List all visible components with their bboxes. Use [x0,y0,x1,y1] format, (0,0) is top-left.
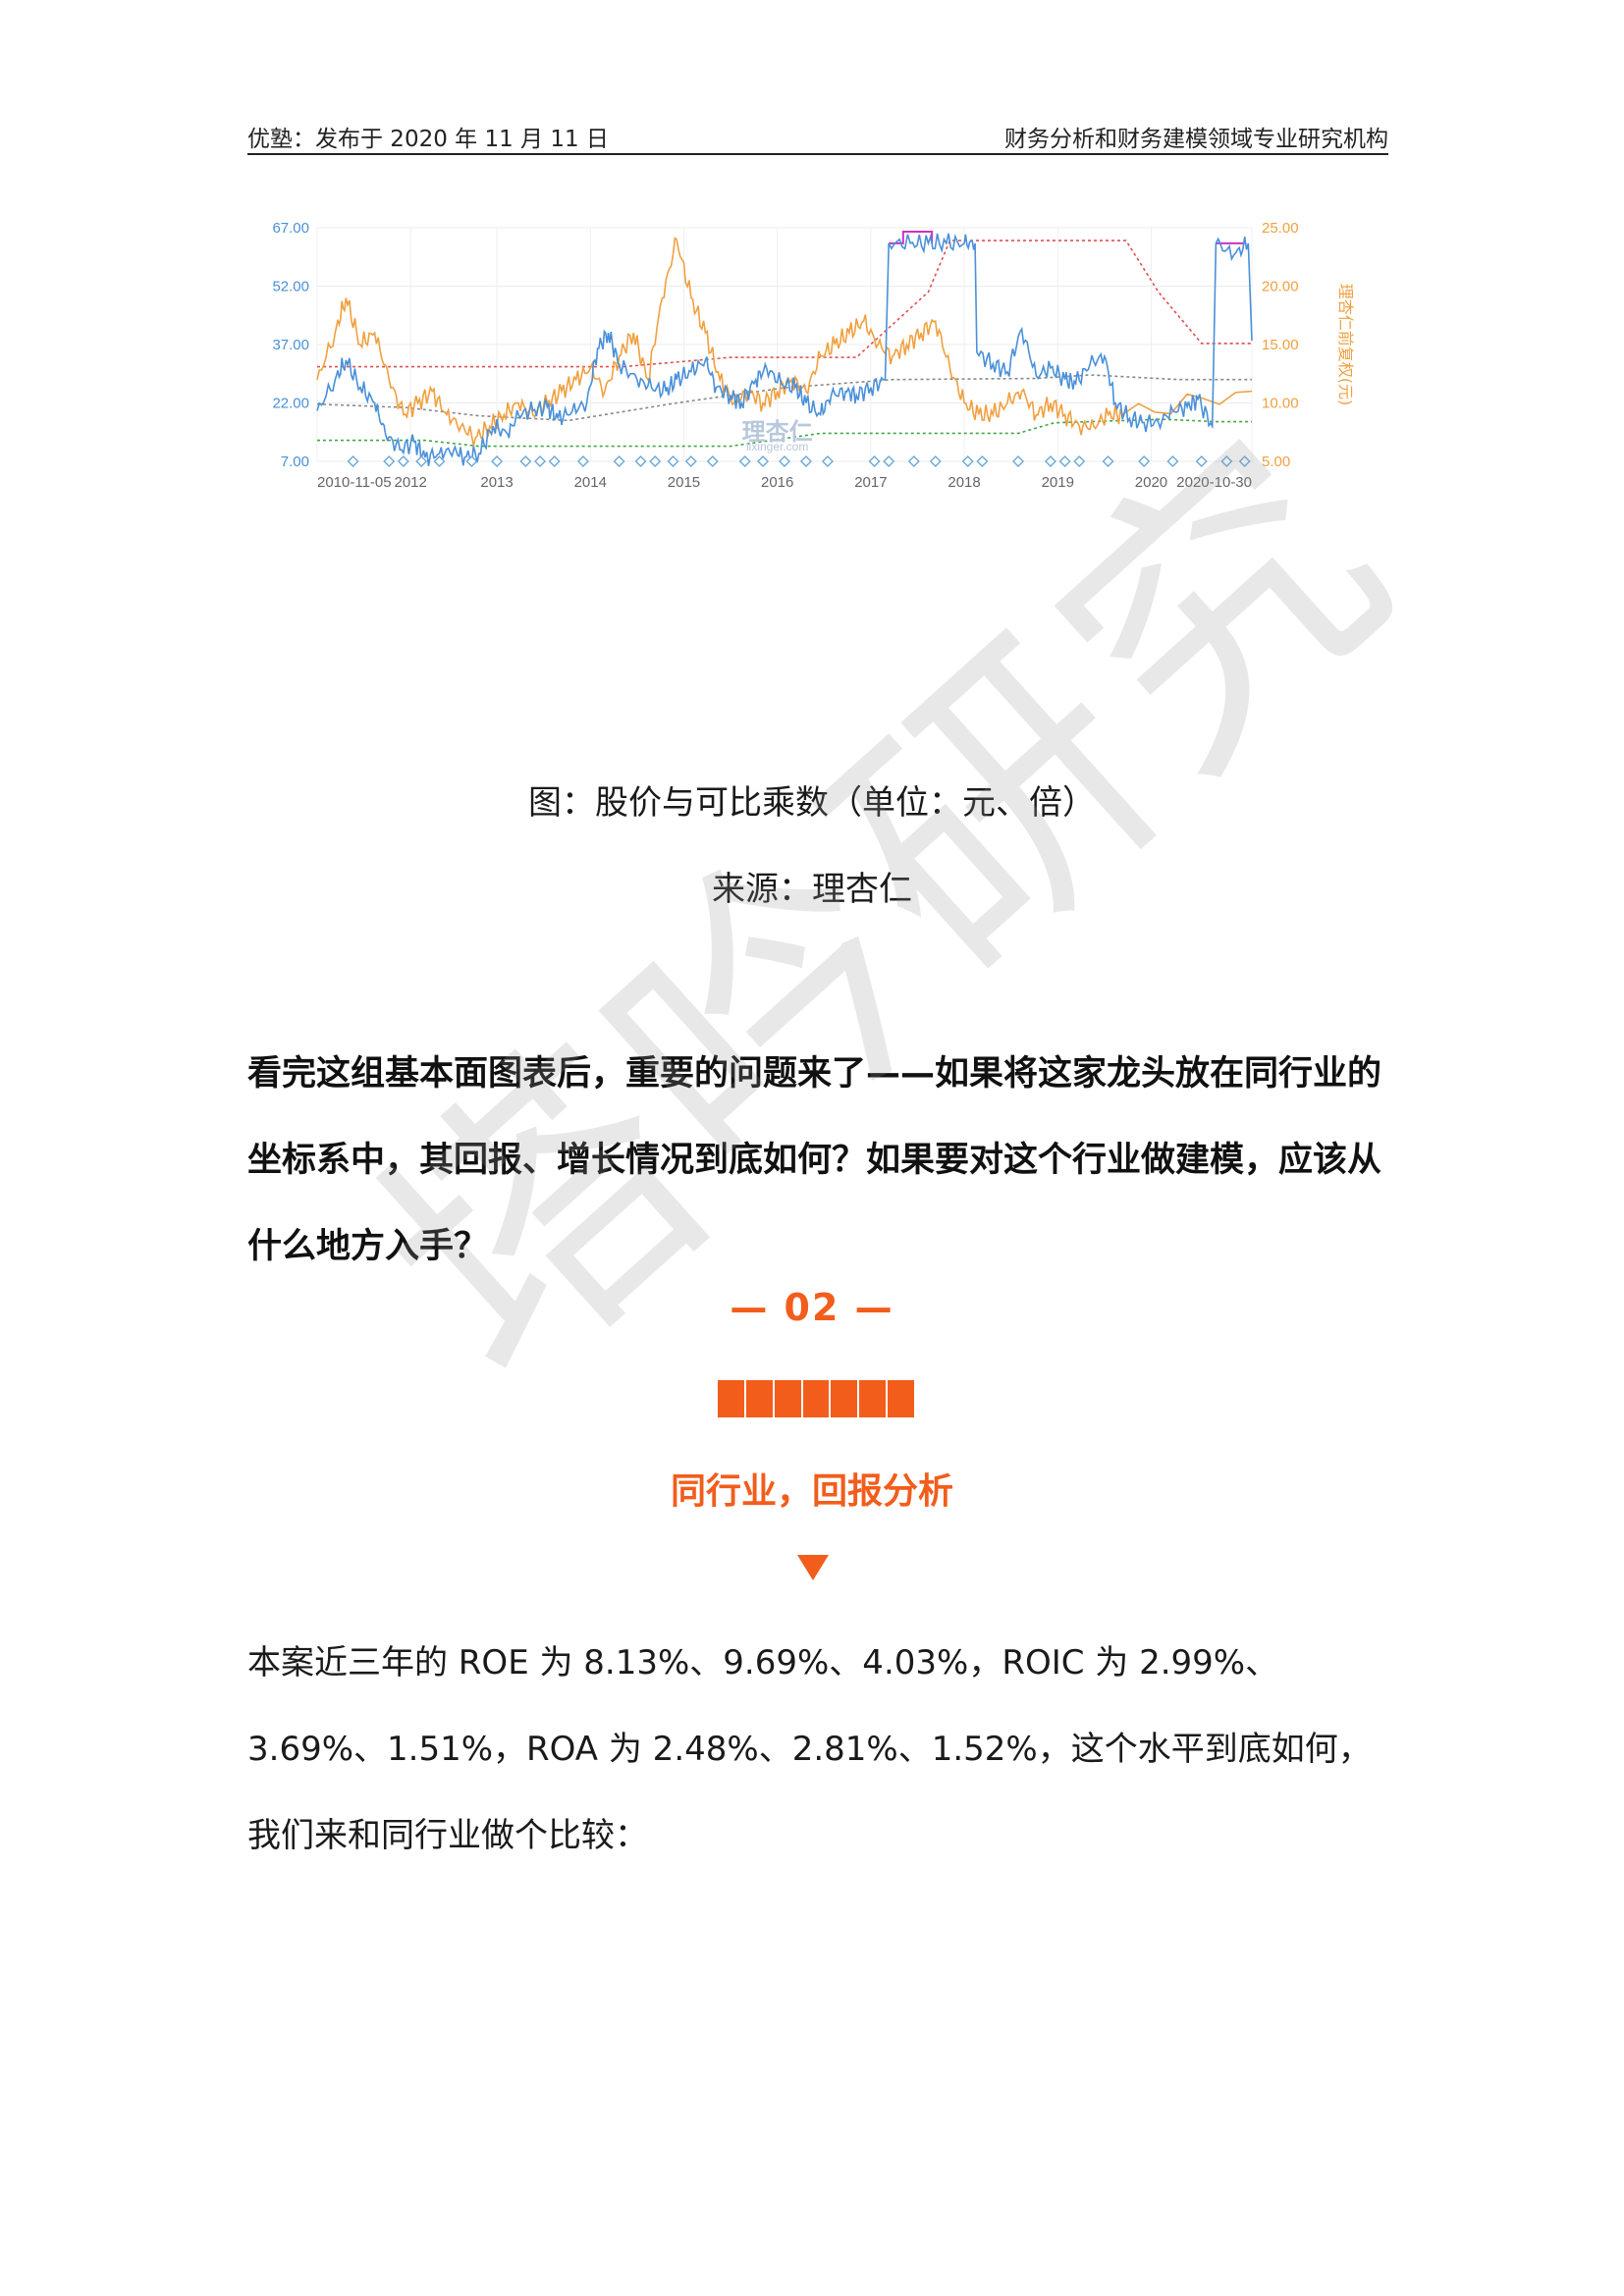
chart-axes: 67.00 52.00 37.00 22.00 7.00 25.00 20.00 15.00 1… [272,220,1355,491]
left-tick-label: 7.00 [281,454,309,470]
price-multiple-chart: 理杏仁 lixinger.com 67.00 52.00 37.00 22.00 7.00… [245,208,1355,738]
price-series-line [316,237,1253,447]
diamond-marker-icon [534,455,547,467]
diamond-marker-icon [1012,455,1024,467]
diamond-marker-icon [961,455,974,467]
diamond-marker-icon [667,455,679,467]
diamond-marker-icon [868,455,881,467]
right-tick-label: 10.00 [1262,396,1299,412]
diamond-marker-icon [415,455,428,467]
diamond-marker-icon [1238,455,1251,467]
diamond-marker-icon [883,455,895,467]
x-tick-label: 2010-11-05 [317,474,392,491]
diamond-marker-icon [383,455,396,467]
x-tick-label: 2016 [761,474,793,491]
diamond-marker-icon [757,455,770,467]
x-tick-label: 2014 [574,474,607,491]
diamond-marker-icon [1102,455,1114,467]
right-tick-label: 25.00 [1262,220,1299,237]
left-tick-label: 37.00 [272,337,309,353]
diamond-marker-icon [684,455,697,467]
diamond-marker-icon [1166,455,1179,467]
section-number: — 02 — [730,1286,894,1329]
diamond-marker-icon [779,455,790,467]
diamond-marker-icon [1195,455,1208,467]
chart-logo-url: lixinger.com [746,440,808,454]
diamond-marker-icon [649,455,662,467]
x-tick-label: 2012 [395,474,427,491]
chart-lines [316,233,1253,466]
diamond-marker-icon [1058,455,1071,467]
right-tick-label: 15.00 [1262,337,1299,353]
section-title: 同行业，回报分析 [670,1471,953,1512]
diamond-marker-icon [433,455,446,467]
diamond-marker-icon [613,455,625,467]
multiple-series-line [316,233,1253,466]
median-band-line [316,374,1252,422]
key-question-paragraph: 看完这组基本面图表后，重要的问题来了——如果将这家龙头放在同行业的坐标系中，其回… [247,1054,1382,1266]
lower-band-line [317,418,1252,448]
x-tick-label: 2015 [668,474,700,491]
diamond-marker-icon [1073,455,1086,467]
x-tick-label: 2020-10-30 [1176,474,1252,491]
diamond-marker-icon [1044,455,1056,467]
body-paragraph: 本案近三年的 ROE 为 8.13%、9.69%、4.03%，ROIC 为 2.… [247,1643,1372,1855]
x-tick-label: 2018 [947,474,980,491]
diamond-marker-icon [465,455,478,467]
x-tick-label: 2017 [854,474,887,491]
diamond-marker-icon [976,455,989,467]
left-tick-label: 67.00 [272,220,309,237]
header-publish-info: 优塾：发布于 2020 年 11 月 11 日 [247,127,609,152]
diamond-marker-icon [738,455,751,467]
x-tick-label: 2013 [480,474,513,491]
diamond-marker-icon [706,455,719,467]
left-tick-label: 22.00 [272,396,309,412]
figure-caption: 图：股价与可比乘数（单位：元、倍） [528,783,1096,823]
diamond-marker-icon [397,455,409,467]
upper-band-line [317,240,1252,368]
right-axis-label: 理杏仁前复权(元) [1336,284,1355,406]
diamond-marker-icon [821,455,834,467]
diamond-marker-icon [491,455,504,467]
chart-markers [347,455,1251,467]
diamond-marker-icon [576,455,589,467]
diamond-marker-icon [929,455,942,467]
diamond-marker-icon [799,455,812,467]
right-tick-label: 20.00 [1262,279,1299,295]
diamond-marker-icon [907,455,920,467]
header-org-slogan: 财务分析和财务建模领域专业研究机构 [1004,127,1388,152]
x-tick-label: 2020 [1135,474,1167,491]
chart-bands [316,230,1252,448]
diamond-marker-icon [634,455,647,467]
right-tick-label: 5.00 [1262,454,1290,470]
section-ornament [718,1380,915,1417]
diamond-marker-icon [519,455,532,467]
chart-logo-text: 理杏仁 [742,418,813,446]
diamond-marker-icon [347,455,359,467]
left-tick-label: 52.00 [272,279,309,295]
page-header: 优塾：发布于 2020 年 11 月 11 日 财务分析和财务建模领域专业研究机… [247,116,1388,155]
x-tick-label: 2019 [1042,474,1074,491]
down-triangle-icon [797,1555,829,1580]
source-caption: 来源：理杏仁 [712,870,912,909]
diamond-marker-icon [548,455,561,467]
diamond-marker-icon [1138,455,1151,467]
cap-band-line [889,230,934,244]
diamond-marker-icon [1220,455,1233,467]
